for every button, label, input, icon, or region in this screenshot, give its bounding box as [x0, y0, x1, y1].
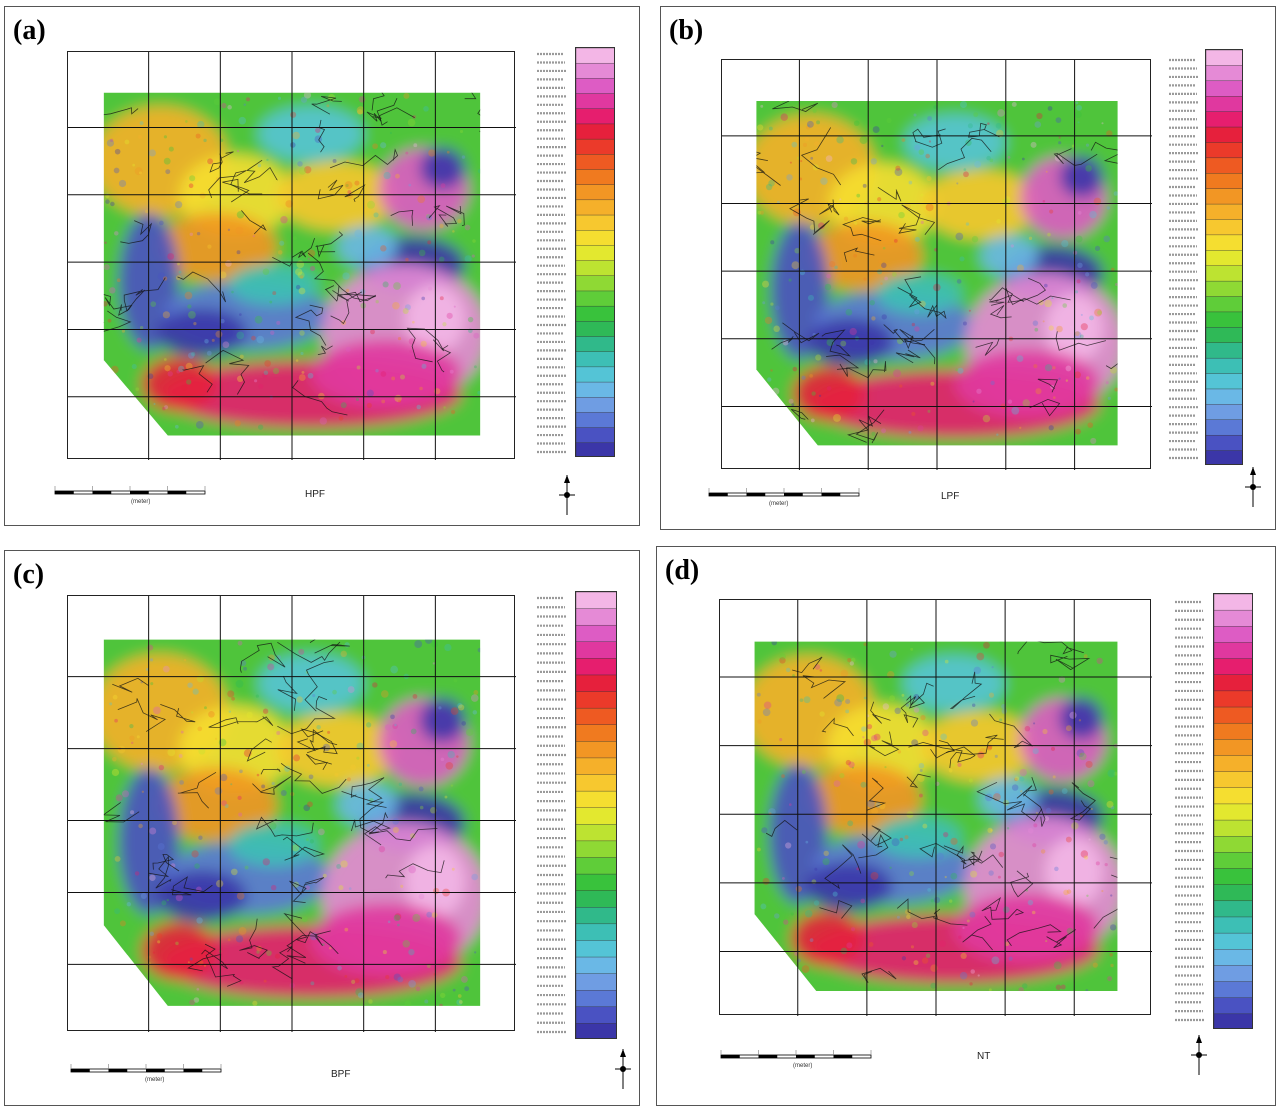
anomaly-map — [720, 600, 1152, 1016]
panel-label: (c) — [13, 559, 45, 590]
colorbar — [575, 591, 617, 1039]
north-arrow-icon — [1245, 467, 1261, 507]
map-frame — [721, 59, 1152, 470]
panel-label: (a) — [13, 15, 46, 46]
anomaly-map — [722, 60, 1152, 470]
colorbar — [1205, 49, 1243, 465]
panel-a: (a) (meter) HPF — [4, 6, 640, 526]
colorbar — [575, 47, 615, 457]
north-arrow-icon — [615, 1049, 631, 1089]
panel-b: (b) (meter) LPF — [660, 6, 1276, 530]
panel-label: (b) — [669, 15, 704, 46]
filter-label: LPF — [941, 491, 960, 502]
north-arrow-icon — [1191, 1035, 1207, 1075]
colorbar — [1213, 593, 1253, 1029]
filter-label: HPF — [305, 489, 325, 500]
map-frame — [719, 599, 1152, 1016]
anomaly-map — [68, 596, 516, 1032]
filter-label: NT — [977, 1051, 991, 1062]
colorbar-tick-labels — [537, 52, 567, 454]
panel-d: (d) (meter) NT — [656, 546, 1276, 1106]
scale-bar — [720, 1050, 872, 1059]
colorbar-tick-labels — [1175, 600, 1205, 1022]
scale-bar — [708, 488, 860, 497]
scale-unit: (meter) — [769, 501, 789, 507]
panel-c: (c) (meter) BPF — [4, 550, 640, 1106]
filter-label: BPF — [331, 1069, 351, 1080]
scale-bar — [54, 486, 206, 495]
colorbar-tick-labels — [1169, 58, 1199, 460]
panel-label: (d) — [665, 555, 700, 586]
scale-bar — [70, 1064, 222, 1073]
map-frame — [67, 51, 516, 460]
map-frame — [67, 595, 516, 1032]
north-arrow-icon — [559, 475, 575, 515]
anomaly-map — [68, 52, 516, 460]
scale-unit: (meter) — [145, 1077, 165, 1083]
scale-unit: (meter) — [131, 499, 151, 505]
colorbar-tick-labels — [537, 596, 567, 1034]
scale-unit: (meter) — [793, 1063, 813, 1069]
